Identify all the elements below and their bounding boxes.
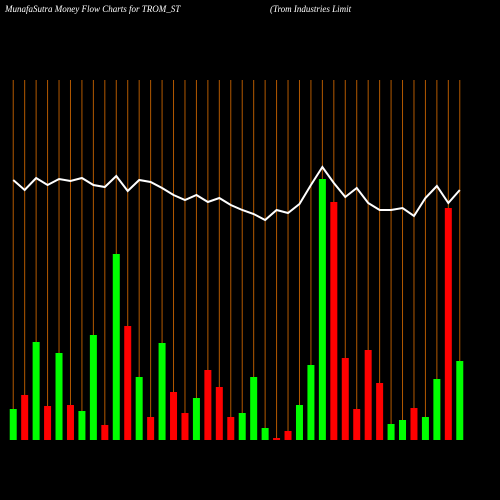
bar: [364, 350, 372, 440]
bar: [284, 431, 292, 440]
bar: [147, 417, 155, 440]
line: [12, 165, 461, 222]
bar: [32, 342, 40, 440]
bar: [295, 405, 303, 440]
bar: [376, 383, 384, 440]
bar: [204, 370, 212, 440]
bar: [444, 208, 452, 440]
bar: [341, 358, 349, 440]
bar: [456, 361, 464, 440]
bar: [21, 395, 29, 440]
chart-subtitle: (Trom Industries Limit: [270, 4, 352, 14]
bar: [273, 438, 281, 440]
bar: [410, 408, 418, 440]
bar: [387, 424, 395, 440]
bar: [353, 409, 361, 440]
bar: [135, 377, 143, 440]
bar: [170, 392, 178, 440]
bar: [181, 413, 189, 440]
chart-title: MunafaSutra Money Flow Charts for TROM_S…: [4, 4, 181, 14]
bar: [66, 405, 74, 440]
bar: [192, 398, 200, 440]
bar: [261, 428, 269, 440]
bar: [421, 417, 429, 440]
bar: [44, 406, 52, 440]
bar: [124, 326, 132, 440]
bar: [89, 335, 97, 440]
bar: [227, 417, 235, 440]
bar: [78, 411, 86, 440]
bar: [433, 379, 441, 440]
bar: [101, 425, 109, 440]
bar: [112, 254, 120, 440]
bar: [158, 343, 166, 440]
bar: [399, 420, 407, 440]
bar: [330, 202, 338, 440]
bar: [55, 353, 63, 440]
bar: [250, 377, 258, 440]
bar: [238, 413, 246, 440]
bar: [215, 387, 223, 440]
bar: [9, 409, 17, 440]
bar: [318, 179, 326, 440]
bar: [307, 365, 315, 440]
